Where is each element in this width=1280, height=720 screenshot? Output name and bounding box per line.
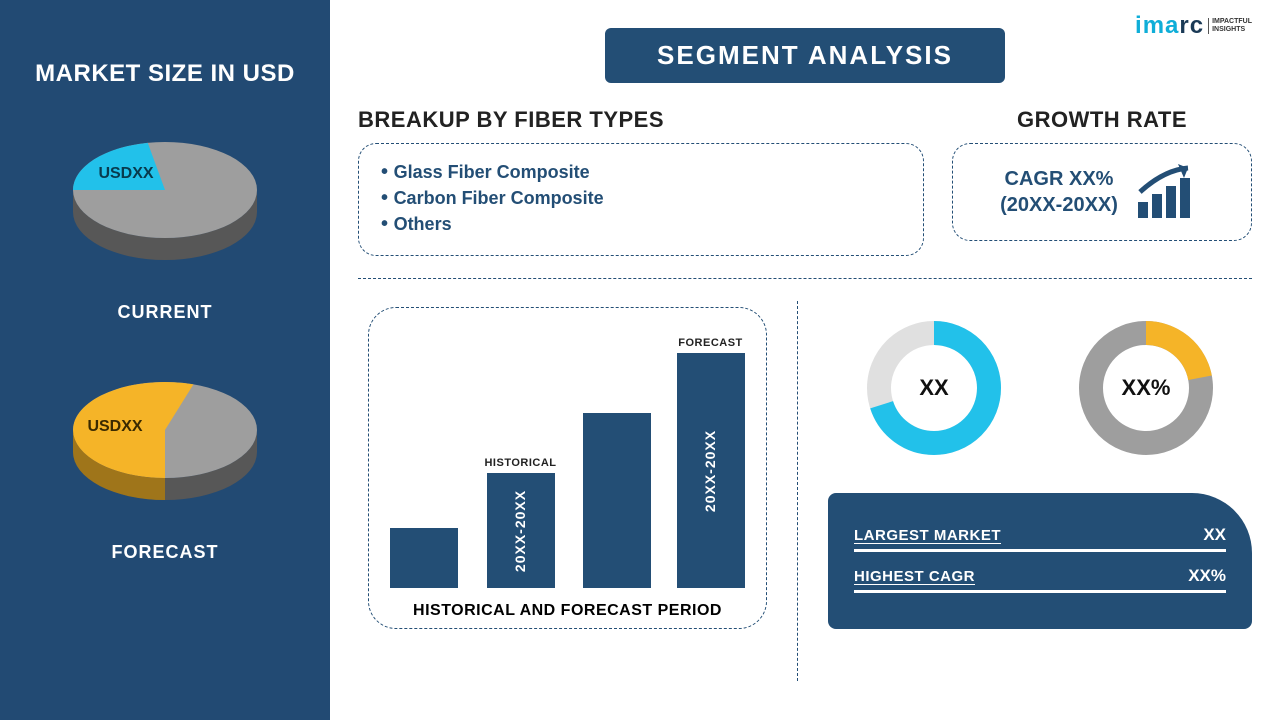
pie-current-svg: USDXX bbox=[55, 118, 275, 288]
pie-forecast-svg: USDXX bbox=[55, 358, 275, 528]
bottom-row: HISTORICAL 20XX-20XX FORECAST 20XX-20XX HIS… bbox=[358, 301, 1252, 681]
stat-value: XX% bbox=[1188, 566, 1226, 586]
breakup-item: Others bbox=[381, 213, 901, 236]
bar-col bbox=[583, 409, 651, 588]
historical-block: HISTORICAL 20XX-20XX FORECAST 20XX-20XX HIS… bbox=[358, 301, 798, 681]
pie-forecast: USDXX FORECAST bbox=[55, 358, 275, 563]
stat-line bbox=[854, 590, 1226, 593]
stats-box: LARGEST MARKET XX HIGHEST CAGR XX% bbox=[828, 493, 1252, 629]
segment-banner: SEGMENT ANALYSIS bbox=[605, 28, 1005, 83]
historical-box: HISTORICAL 20XX-20XX FORECAST 20XX-20XX HIS… bbox=[368, 307, 767, 629]
bars-area: HISTORICAL 20XX-20XX FORECAST 20XX-20XX bbox=[389, 328, 746, 588]
bar-rect: 20XX-20XX bbox=[677, 353, 745, 588]
breakup-item: Carbon Fiber Composite bbox=[381, 187, 901, 210]
historical-caption: HISTORICAL AND FORECAST PERIOD bbox=[389, 602, 746, 620]
stat-row: LARGEST MARKET XX bbox=[854, 525, 1226, 545]
infographic-root: MARKET SIZE IN USD USDXX CURRENT USDXX F… bbox=[0, 0, 1280, 720]
growth-block: GROWTH RATE CAGR XX% (20XX-20XX) bbox=[952, 107, 1252, 256]
stat-label: LARGEST MARKET bbox=[854, 527, 1001, 544]
breakup-box: Glass Fiber Composite Carbon Fiber Compo… bbox=[358, 143, 924, 256]
donut-cagr-value: XX% bbox=[1071, 313, 1221, 463]
metrics-block: XX XX% LARGEST MARKET XX HIGHEST CAGR bbox=[798, 301, 1252, 681]
bar-col: FORECAST 20XX-20XX bbox=[677, 337, 745, 588]
bar-rect: 20XX-20XX bbox=[487, 473, 555, 588]
donut-largest: XX bbox=[859, 313, 1009, 463]
bar-col bbox=[390, 524, 458, 588]
divider bbox=[358, 278, 1252, 279]
breakup-title: BREAKUP BY FIBER TYPES bbox=[358, 107, 924, 133]
donut-largest-value: XX bbox=[859, 313, 1009, 463]
bar-rect bbox=[390, 528, 458, 588]
breakup-list: Glass Fiber Composite Carbon Fiber Compo… bbox=[381, 161, 901, 236]
growth-title: GROWTH RATE bbox=[952, 107, 1252, 133]
stat-row: HIGHEST CAGR XX% bbox=[854, 566, 1226, 586]
bar-col: HISTORICAL 20XX-20XX bbox=[484, 457, 556, 588]
pie-current-label: CURRENT bbox=[118, 302, 213, 323]
stat-label: HIGHEST CAGR bbox=[854, 568, 975, 585]
pie-current: USDXX CURRENT bbox=[55, 118, 275, 323]
bar-tag: HISTORICAL bbox=[484, 457, 556, 469]
breakup-block: BREAKUP BY FIBER TYPES Glass Fiber Compo… bbox=[358, 107, 924, 256]
stat-line bbox=[854, 549, 1226, 552]
growth-icon bbox=[1134, 162, 1204, 222]
pie-forecast-label: FORECAST bbox=[112, 542, 219, 563]
brand-logo: imarc IMPACTFUL INSIGHTS bbox=[1135, 12, 1252, 40]
growth-box: CAGR XX% (20XX-20XX) bbox=[952, 143, 1252, 241]
breakup-item: Glass Fiber Composite bbox=[381, 161, 901, 184]
bar-rect bbox=[583, 413, 651, 588]
top-row: BREAKUP BY FIBER TYPES Glass Fiber Compo… bbox=[358, 107, 1252, 256]
right-panel: imarc IMPACTFUL INSIGHTS SEGMENT ANALYSI… bbox=[330, 0, 1280, 720]
donut-cagr: XX% bbox=[1071, 313, 1221, 463]
svg-text:USDXX: USDXX bbox=[98, 165, 153, 182]
left-panel: MARKET SIZE IN USD USDXX CURRENT USDXX F… bbox=[0, 0, 330, 720]
donuts-row: XX XX% bbox=[828, 313, 1252, 463]
bar-tag: FORECAST bbox=[678, 337, 743, 349]
stat-value: XX bbox=[1203, 525, 1226, 545]
svg-text:USDXX: USDXX bbox=[87, 418, 142, 435]
cagr-text: CAGR XX% (20XX-20XX) bbox=[1000, 166, 1118, 218]
market-size-title: MARKET SIZE IN USD bbox=[35, 60, 295, 88]
logo-text: imarc bbox=[1135, 12, 1204, 40]
logo-tagline: IMPACTFUL INSIGHTS bbox=[1208, 18, 1252, 33]
